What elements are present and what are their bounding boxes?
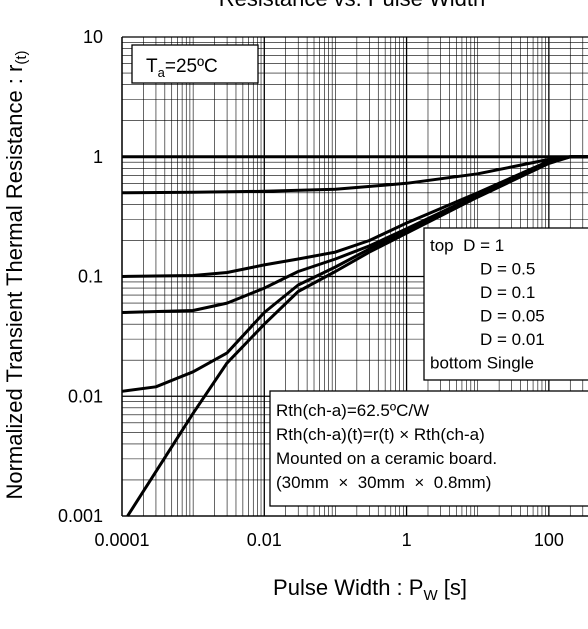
chart-title: Resistance vs. Pulse Width [219,0,486,11]
x-tick-labels: 0.0001 0.01 1 100 [94,530,563,550]
note-line: Rth(ch-a)=62.5ºC/W [276,401,429,420]
series-line-6 [126,155,588,517]
curves [121,155,588,517]
annotation-boxes: Ta=25ºC top D = 1 D = 0.5 D = 0.1 D = 0.05 D … [131,44,588,507]
y-tick-labels: 0.001 0.01 0.1 1 10 [58,27,103,526]
note-line: Rth(ch-a)(t)=r(t) × Rth(ch-a) [276,425,485,444]
note-line: Mounted on a ceramic board. [276,449,497,468]
x-axis-label: Pulse Width : PW [s] [273,575,467,604]
note-line: (30mm × 30mm × 0.8mm) [276,473,491,492]
notes-box [269,390,588,507]
x-tick-label: 0.01 [247,530,282,550]
legend-box [423,227,588,381]
y-tick-label: 0.001 [58,506,103,526]
y-tick-label: 1 [93,147,103,167]
y-tick-label: 0.01 [68,386,103,406]
legend-entry: top D = 1 [430,236,504,255]
y-tick-label: 0.1 [78,267,103,287]
y-tick-label: 10 [83,27,103,47]
legend-entry: D = 0.5 [480,260,535,279]
x-tick-label: 1 [402,530,412,550]
y-axis-label: Normalized Transient Thermal Resistance … [2,50,30,499]
temperature-condition: Ta=25ºC [146,56,218,80]
x-tick-label: 100 [534,530,564,550]
legend-entry: D = 0.1 [480,283,535,302]
temperature-box [131,44,259,84]
x-tick-label: 0.0001 [94,530,149,550]
legend-entry: D = 0.05 [480,307,545,326]
legend-entry: bottom Single [430,354,534,373]
legend-entry: D = 0.01 [480,330,545,349]
